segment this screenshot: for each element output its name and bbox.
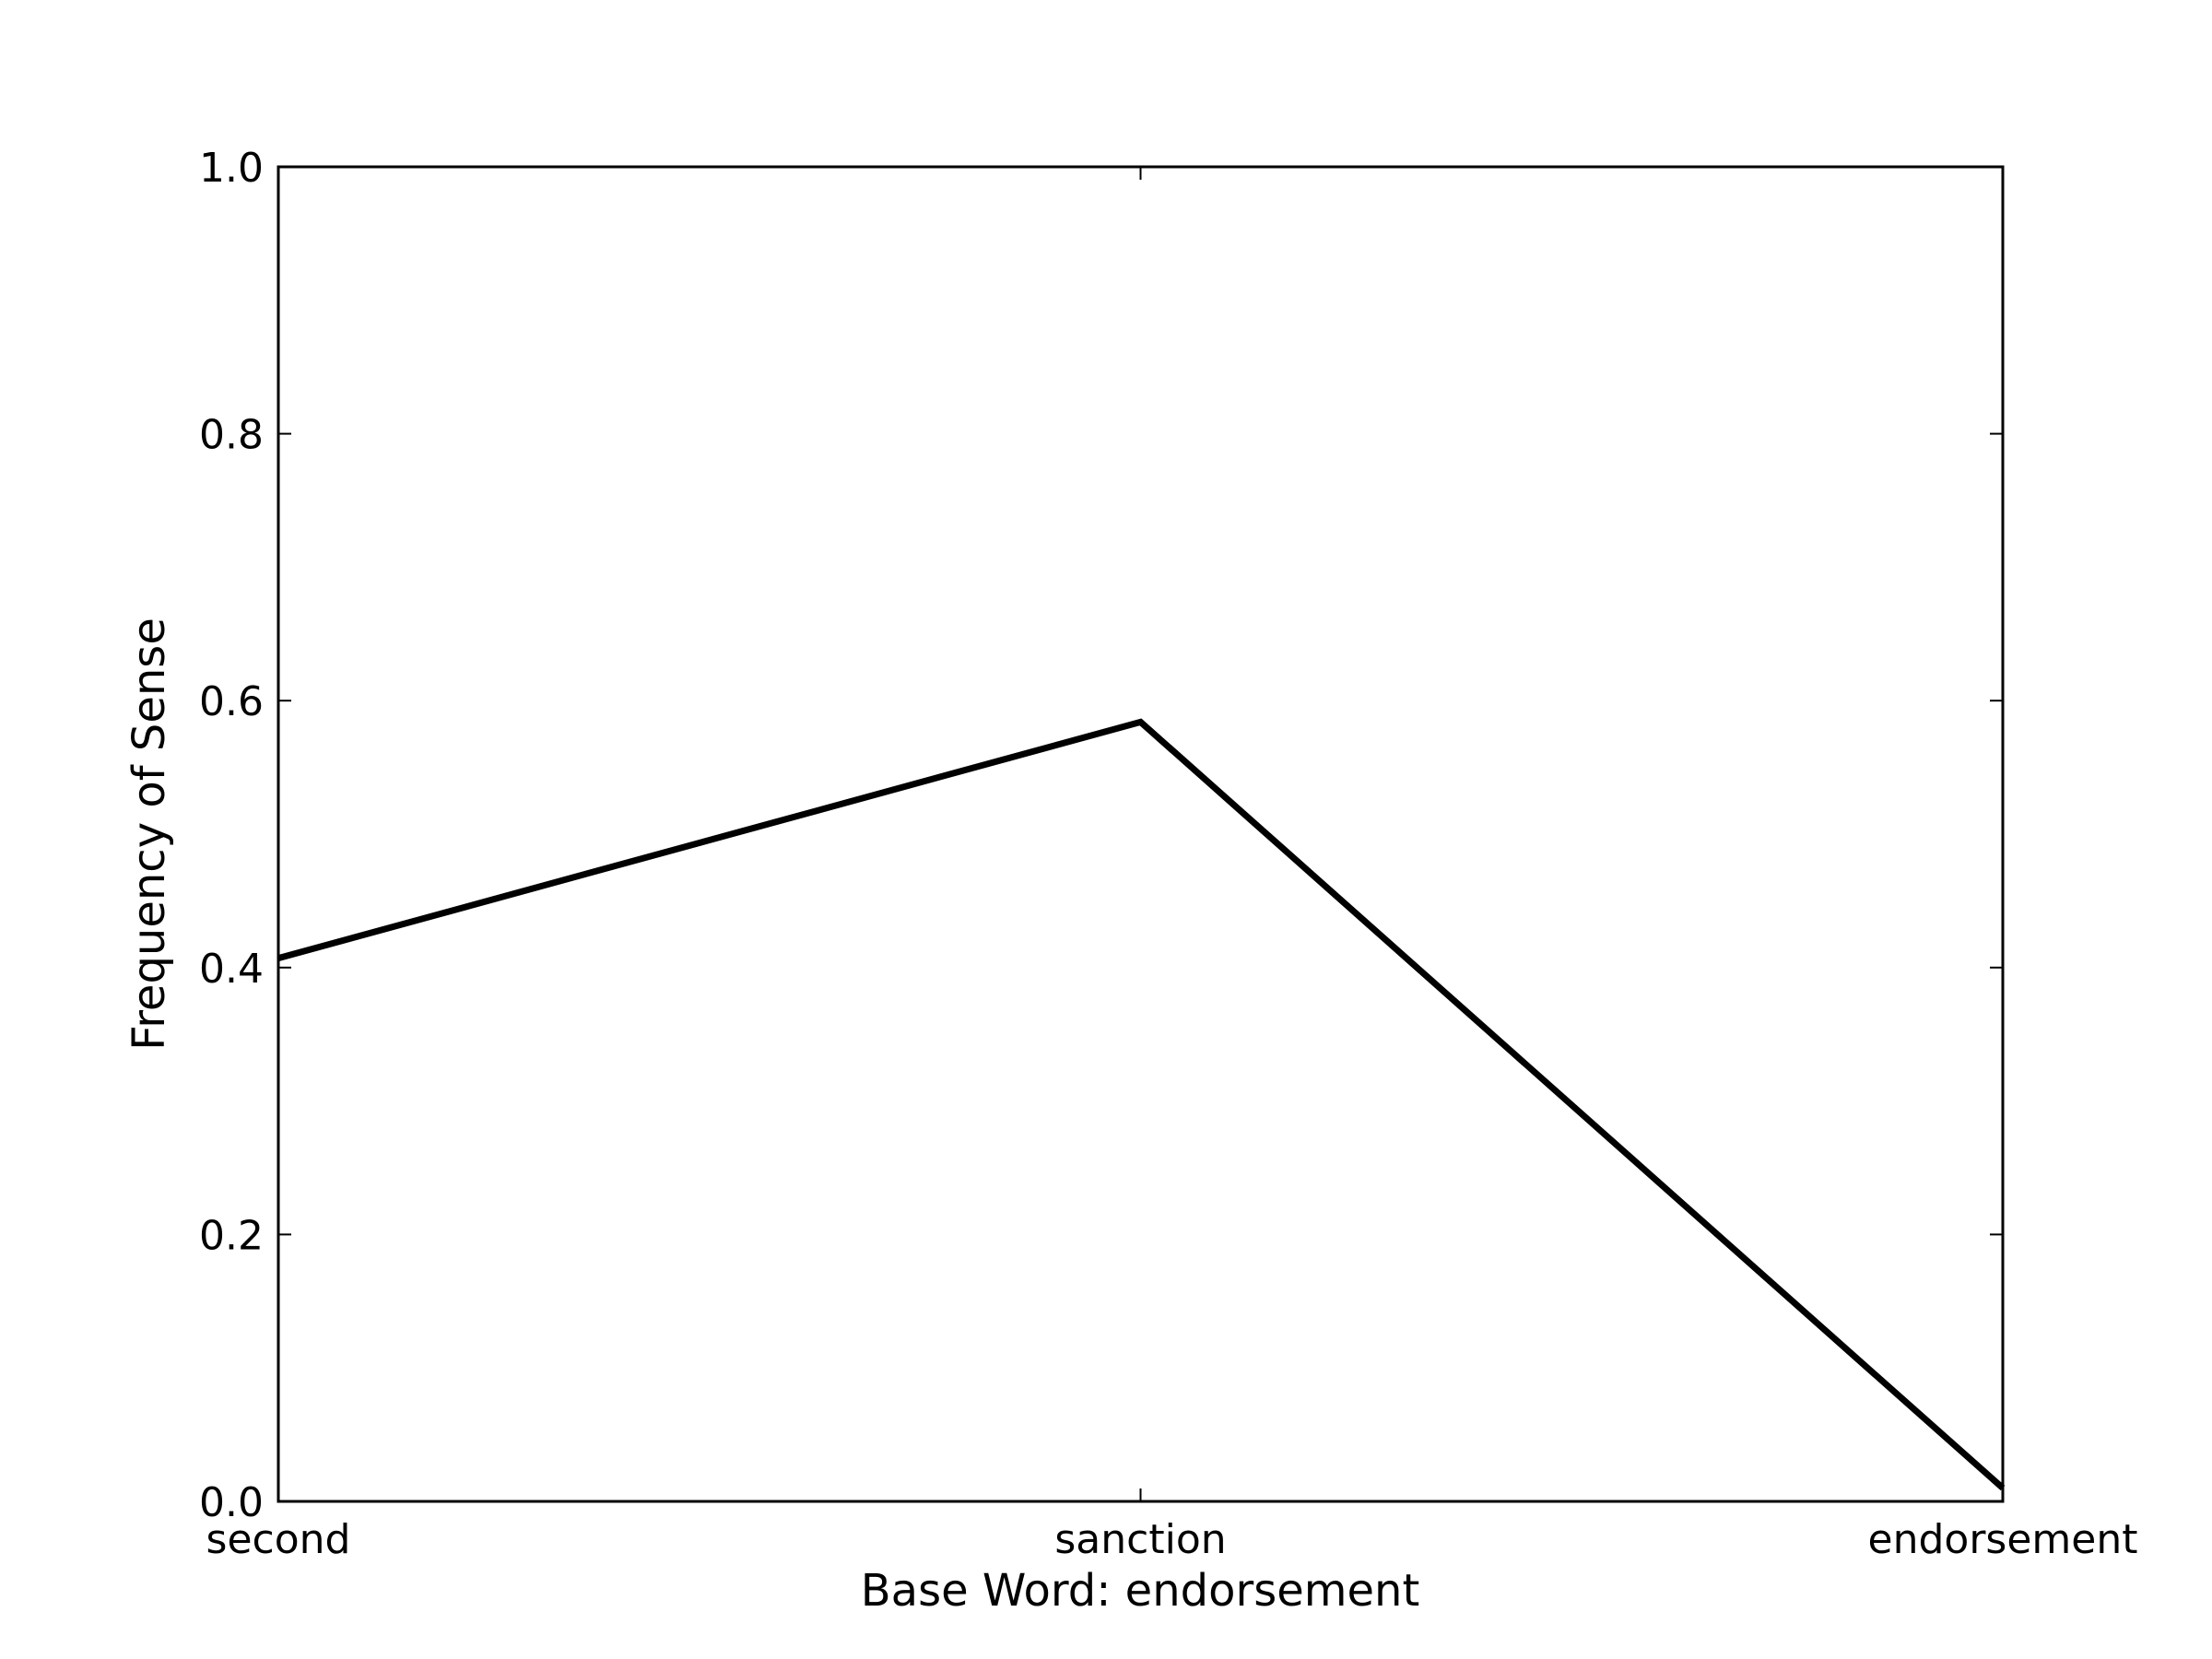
- axis-ticks: [277, 166, 2004, 1502]
- y-tick-label: 0.0: [199, 1479, 264, 1526]
- y-tick-label: 0.4: [199, 946, 264, 993]
- x-tick-label: second: [206, 1516, 351, 1563]
- x-tick-label: endorsement: [1868, 1516, 2138, 1563]
- y-tick-label: 0.6: [199, 678, 264, 725]
- axes-frame: [276, 165, 2005, 1503]
- x-tick-label: sanction: [1054, 1516, 1226, 1563]
- plot-area: [277, 718, 2006, 1491]
- series-line: [277, 718, 2006, 1491]
- tick-labels: 0.0 0.2 0.4 0.6 0.8 1.0 second sanction endorsem…: [199, 145, 2137, 1563]
- x-axis-label: Base Word: endorsement: [861, 1565, 1420, 1617]
- y-tick-label: 0.2: [199, 1212, 264, 1259]
- y-tick-label: 0.8: [199, 412, 264, 459]
- y-tick-label: 1.0: [199, 145, 264, 192]
- y-axis-label: Frequency of Sense: [124, 618, 175, 1051]
